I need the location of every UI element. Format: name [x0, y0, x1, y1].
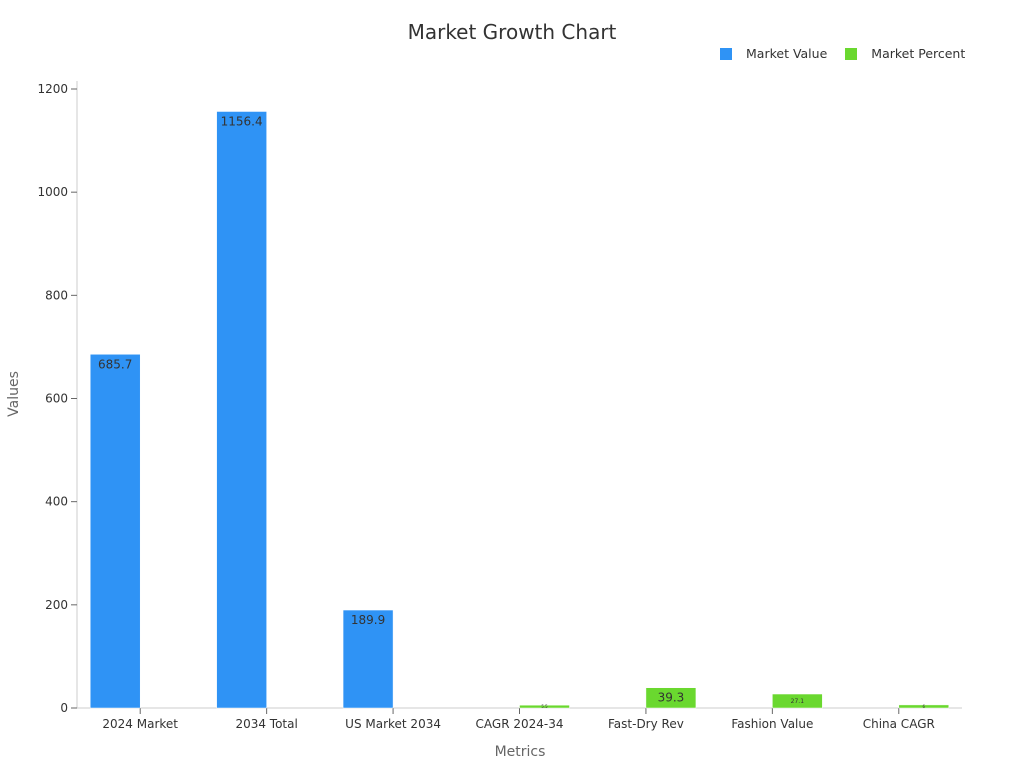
bar-market-value — [89, 354, 141, 709]
y-tick-label: 0 — [60, 701, 68, 715]
x-tick-label: US Market 2034 — [345, 717, 441, 731]
data-label: 5.5 — [541, 704, 548, 709]
legend-item-market-value[interactable]: Market Value — [720, 46, 827, 61]
data-label: 39.3 — [658, 691, 685, 705]
legend-swatch-market-percent — [845, 47, 858, 60]
data-label: 27.1 — [791, 698, 805, 705]
x-tick-label: Fast-Dry Rev — [608, 717, 684, 731]
y-axis-label: Values — [6, 371, 22, 417]
data-label: 685.7 — [98, 357, 132, 371]
y-tick-label: 1200 — [37, 82, 68, 96]
data-label: 1156.4 — [221, 114, 263, 128]
bar-market-value — [342, 609, 394, 709]
legend-label-market-value: Market Value — [746, 46, 828, 61]
x-tick-label: CAGR 2024-34 — [476, 717, 564, 731]
legend-swatch-market-value — [720, 47, 732, 60]
data-label: 189.9 — [351, 613, 385, 627]
x-tick-label: Fashion Value — [731, 717, 813, 731]
bar-market-percent — [898, 704, 950, 709]
y-tick-label: 200 — [45, 598, 68, 612]
y-tick-label: 800 — [45, 288, 68, 302]
bar-market-percent — [772, 693, 823, 709]
legend-item-market-percent[interactable]: Market Percent — [845, 46, 965, 61]
bar-market-percent — [519, 704, 570, 709]
x-axis-label: Metrics — [495, 744, 546, 760]
y-tick-label: 1000 — [37, 185, 68, 199]
y-tick-label: 400 — [45, 495, 68, 509]
x-tick-label: China CAGR — [863, 717, 935, 731]
x-tick-label: 2024 Market — [102, 717, 178, 731]
bar-market-percent — [645, 687, 697, 709]
y-tick-label: 600 — [45, 392, 68, 406]
chart-title: Market Growth Chart — [407, 20, 617, 44]
x-tick-label: 2034 Total — [235, 717, 297, 731]
data-label: 6 — [923, 704, 926, 709]
legend-label-market-percent: Market Percent — [871, 46, 966, 61]
bar-market-value — [216, 111, 267, 709]
legend: Market Value Market Percent — [720, 46, 983, 61]
